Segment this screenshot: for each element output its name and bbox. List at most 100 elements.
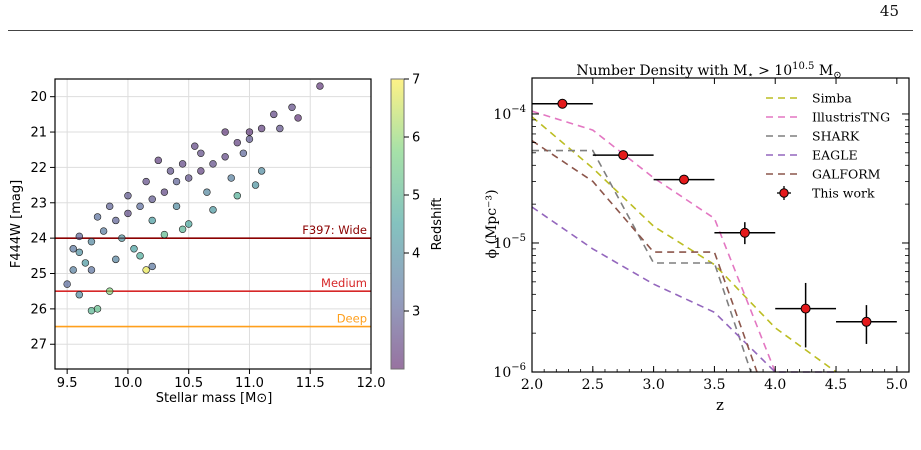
scatter-point bbox=[136, 252, 144, 260]
legend-label: This work bbox=[812, 186, 875, 201]
scatter-frame bbox=[54, 78, 372, 370]
scatter-x-tick-label: 9.5 bbox=[57, 376, 78, 391]
colorbar-label: Redshift bbox=[430, 198, 445, 251]
scatter-point bbox=[221, 128, 229, 136]
this-work-point bbox=[739, 227, 750, 238]
scatter-point bbox=[93, 213, 102, 221]
number-density-chart: Number Density with M⋆ > 1010.5 M⊙ 2.0 2.… bbox=[484, 61, 910, 414]
density-x-tick-label: 2.0 bbox=[521, 377, 543, 393]
scatter-x-tick-label: 11.5 bbox=[296, 376, 325, 391]
density-x-tick-label: 3.0 bbox=[642, 377, 664, 393]
scatter-x-tick-label: 10.0 bbox=[113, 376, 142, 391]
scatter-x-label: Stellar mass [M⊙] bbox=[156, 391, 273, 406]
scatter-point bbox=[288, 103, 296, 111]
scatter-points bbox=[63, 82, 324, 315]
scatter-point bbox=[99, 227, 108, 235]
scatter-point bbox=[63, 280, 71, 288]
colorbar: 3 4 5 6 7 bbox=[390, 73, 420, 370]
scatter-point bbox=[154, 156, 163, 165]
depth-line-label: Deep bbox=[337, 312, 367, 326]
density-x-ticks: 2.0 2.5 3.0 3.5 4.0 4.5 5.0 bbox=[521, 78, 908, 393]
this-work-point bbox=[861, 316, 872, 327]
density-x-label: z bbox=[716, 396, 724, 414]
scatter-point bbox=[184, 220, 193, 228]
this-work-point bbox=[679, 174, 690, 185]
scatter-point bbox=[81, 259, 90, 267]
series-line-shark bbox=[532, 149, 752, 373]
scatter-point bbox=[276, 124, 284, 133]
scatter-point bbox=[148, 195, 156, 203]
colorbar-tick-label: 6 bbox=[412, 131, 420, 146]
scatter-point bbox=[221, 153, 229, 161]
scatter-chart: F397: Wide Medium Deep 9.5 10.0 10.5 11.0 11.5… bbox=[9, 73, 445, 407]
scatter-point bbox=[93, 305, 102, 313]
this-work-point bbox=[618, 150, 629, 161]
scatter-y-tick-label: 25 bbox=[30, 267, 47, 282]
scatter-x-tick-label: 12.0 bbox=[357, 376, 386, 391]
density-y-ticks: 10−6 10−5 10−4 bbox=[493, 104, 909, 381]
density-x-tick-label: 4.5 bbox=[825, 377, 847, 393]
scatter-point bbox=[142, 177, 150, 186]
colorbar-tick-label: 4 bbox=[412, 247, 420, 262]
depth-line-label: F397: Wide bbox=[302, 223, 367, 237]
scatter-point bbox=[87, 306, 96, 315]
scatter-point bbox=[257, 167, 266, 175]
scatter-point bbox=[233, 192, 242, 200]
scatter-point bbox=[197, 167, 205, 175]
legend-label: SHARK bbox=[812, 129, 860, 144]
scatter-x-tick-label: 11.0 bbox=[235, 376, 264, 391]
scatter-point bbox=[87, 237, 96, 246]
scatter-point bbox=[233, 138, 242, 147]
depth-line-label: Medium bbox=[321, 276, 367, 290]
scatter-point bbox=[172, 177, 181, 186]
scatter-point bbox=[239, 149, 248, 157]
scatter-point bbox=[160, 230, 169, 239]
colorbar-tick-label: 5 bbox=[412, 189, 420, 204]
scatter-point bbox=[105, 287, 114, 295]
scatter-point bbox=[257, 124, 266, 133]
scatter-y-label: F444W [mag] bbox=[9, 180, 24, 268]
scatter-y-tick-label: 20 bbox=[30, 90, 47, 105]
scatter-point bbox=[130, 245, 138, 253]
legend-label: GALFORM bbox=[812, 167, 881, 182]
header-rule bbox=[8, 30, 913, 31]
density-x-tick-label: 4.0 bbox=[764, 377, 786, 393]
scatter-point bbox=[184, 174, 193, 182]
series-line-simba bbox=[531, 116, 837, 373]
scatter-point bbox=[142, 266, 150, 274]
this-work-points bbox=[532, 98, 897, 348]
density-frame bbox=[531, 77, 910, 373]
scatter-point bbox=[245, 135, 254, 143]
scatter-point bbox=[191, 142, 199, 150]
scatter-point bbox=[112, 216, 120, 225]
density-x-tick-label: 2.5 bbox=[582, 377, 604, 393]
series-line-galform bbox=[531, 140, 758, 373]
colorbar-gradient bbox=[390, 78, 405, 370]
page-number: 45 bbox=[879, 2, 899, 20]
scatter-point bbox=[136, 202, 144, 211]
scatter-point bbox=[124, 209, 132, 218]
scatter-point bbox=[112, 255, 120, 264]
scatter-point bbox=[227, 174, 235, 182]
scatter-point bbox=[209, 206, 217, 214]
scatter-point bbox=[197, 149, 205, 157]
scatter-point bbox=[270, 110, 278, 119]
scatter-point bbox=[148, 216, 156, 225]
scatter-point bbox=[209, 160, 217, 168]
colorbar-tick-label: 3 bbox=[412, 305, 420, 320]
legend-label: IllustrisTNG bbox=[812, 110, 890, 125]
series-line-eagle bbox=[531, 206, 836, 373]
density-y-tick-label: 10−6 bbox=[493, 362, 526, 381]
scatter-point bbox=[118, 234, 126, 242]
legend-label: Simba bbox=[812, 91, 852, 106]
legend-label: EAGLE bbox=[812, 148, 858, 163]
scatter-point bbox=[105, 202, 114, 211]
legend-marker bbox=[779, 188, 789, 198]
scatter-point bbox=[203, 188, 211, 196]
scatter-point bbox=[178, 160, 187, 168]
density-x-tick-label: 3.5 bbox=[703, 377, 725, 393]
density-x-tick-label: 5.0 bbox=[886, 377, 908, 393]
scatter-point bbox=[294, 114, 302, 122]
colorbar-tick-label: 7 bbox=[412, 73, 420, 88]
